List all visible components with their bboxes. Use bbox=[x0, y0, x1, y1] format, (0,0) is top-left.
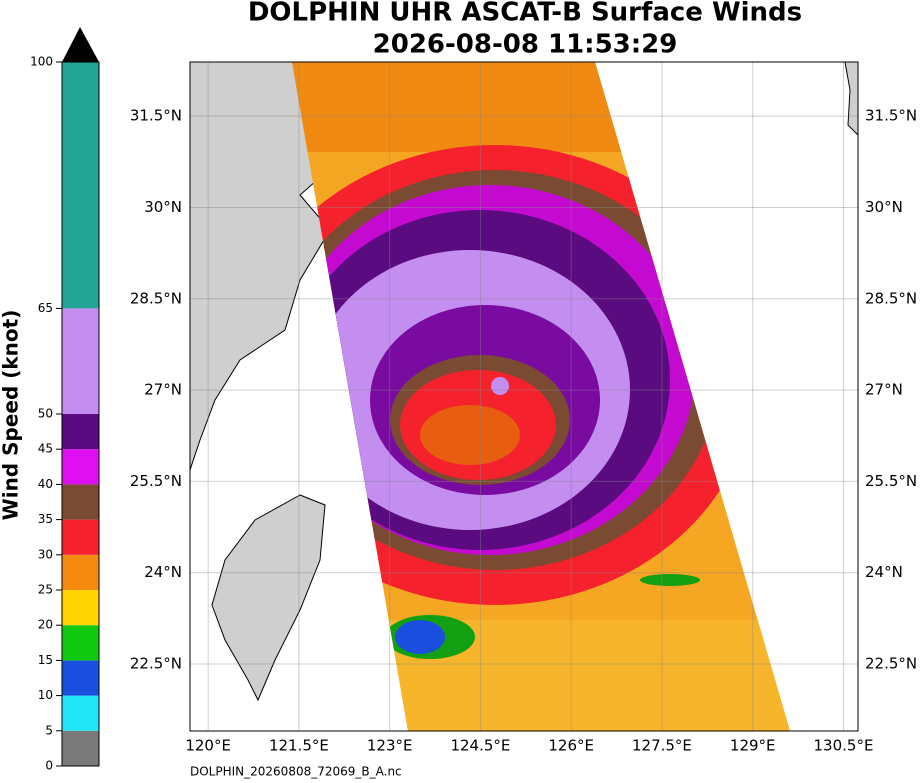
lon-label: 120°E bbox=[185, 737, 231, 755]
lat-label: 31.5°N bbox=[130, 107, 182, 125]
title-line: 2026-08-08 11:53:29 bbox=[373, 30, 678, 60]
colorbar-tick-label: 50 bbox=[38, 407, 53, 421]
lat-label: 25.5°N bbox=[865, 472, 917, 490]
lat-label: 30°N bbox=[865, 198, 903, 216]
colorbar-tick-label: 0 bbox=[45, 759, 53, 773]
colorbar-segment bbox=[62, 730, 99, 766]
island bbox=[844, 62, 858, 136]
taiwan bbox=[211, 494, 326, 702]
lat-label: 24°N bbox=[865, 563, 903, 581]
colorbar-segment bbox=[62, 414, 99, 450]
colorbar-tick-label: 40 bbox=[38, 477, 53, 491]
lat-label: 22.5°N bbox=[130, 655, 182, 673]
colorbar-tick-label: 20 bbox=[38, 618, 53, 632]
map bbox=[190, 62, 858, 731]
colorbar-tick-label: 100 bbox=[30, 55, 53, 69]
colorbar-segment bbox=[62, 554, 99, 590]
lat-label: 28.5°N bbox=[130, 289, 182, 307]
map-frame bbox=[189, 61, 859, 732]
file-name: DOLPHIN_20260808_72069_B_A.nc bbox=[190, 765, 402, 779]
colorbar-tick-label: 45 bbox=[38, 442, 53, 456]
colorbar-segment bbox=[62, 660, 99, 696]
colorbar-extend bbox=[62, 27, 99, 62]
lon-label: 123°E bbox=[367, 737, 413, 755]
colorbar-segment bbox=[62, 590, 99, 626]
lat-label: 27°N bbox=[144, 381, 182, 399]
colorbar-tick-label: 65 bbox=[38, 301, 53, 315]
colorbar-segment bbox=[62, 484, 99, 520]
colorbar-segment bbox=[62, 519, 99, 555]
colorbar-tick-label: 30 bbox=[38, 547, 53, 561]
colorbar-tick-label: 35 bbox=[38, 512, 53, 526]
colorbar-segment bbox=[62, 695, 99, 731]
graticule bbox=[190, 62, 858, 731]
colorbar-tick-label: 15 bbox=[38, 653, 53, 667]
lat-label: 28.5°N bbox=[865, 289, 917, 307]
lon-label: 124.5°E bbox=[450, 737, 510, 755]
colorbar-segment bbox=[62, 625, 99, 661]
lat-label: 22.5°N bbox=[865, 655, 917, 673]
colorbar-segment bbox=[62, 308, 99, 414]
lat-label: 24°N bbox=[144, 563, 182, 581]
colorbar: 0 5 10 15 20 25 30 35 40 45 50 65 100 bbox=[30, 55, 100, 773]
lon-label: 127.5°E bbox=[632, 737, 692, 755]
colorbar-segment bbox=[62, 449, 99, 485]
lat-label: 25.5°N bbox=[130, 472, 182, 490]
colorbar-segment bbox=[62, 62, 99, 309]
lon-label: 129°E bbox=[730, 737, 776, 755]
lon-label: 121.5°E bbox=[269, 737, 329, 755]
lon-label: 130.5°E bbox=[814, 737, 874, 755]
colorbar-label: Wind Speed (knot) bbox=[0, 310, 23, 521]
colorbar-tick-label: 25 bbox=[38, 583, 53, 597]
lat-label: 27°N bbox=[865, 381, 903, 399]
title-line: DOLPHIN UHR ASCAT-B Surface Winds bbox=[248, 0, 802, 28]
lat-label: 30°N bbox=[144, 198, 182, 216]
lon-label: 126°E bbox=[548, 737, 594, 755]
lat-label: 31.5°N bbox=[865, 107, 917, 125]
colorbar-tick-label: 10 bbox=[38, 688, 53, 702]
colorbar-tick-label: 5 bbox=[45, 723, 53, 737]
